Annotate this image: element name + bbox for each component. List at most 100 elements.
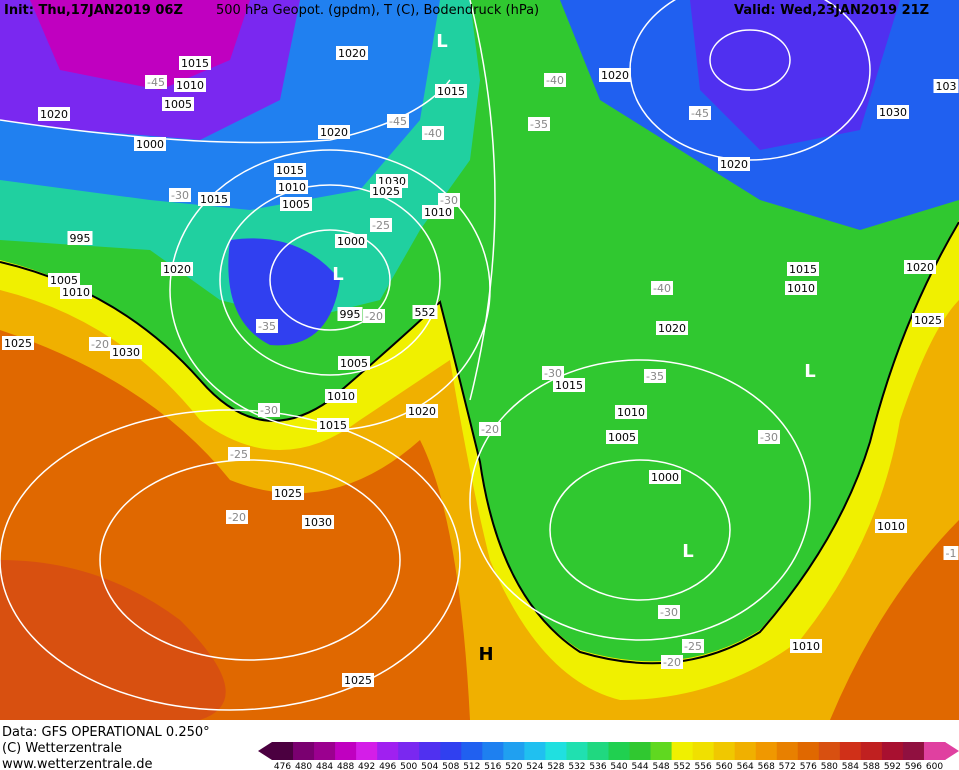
isobar-label-group: 1030 xyxy=(877,105,909,119)
isobar-label-box xyxy=(904,260,936,274)
temperature-label-group: -45 xyxy=(387,114,409,128)
temperature-label-group: -40 xyxy=(651,281,673,295)
temperature-label: -40 xyxy=(424,127,442,140)
isobar-label: 1015 xyxy=(181,57,209,70)
colorbar-swatch xyxy=(503,742,525,760)
isobar-label-group: 1000 xyxy=(335,234,367,248)
isobar-label-box xyxy=(422,205,454,219)
isobar-label-box xyxy=(60,285,92,299)
colorbar-swatch xyxy=(524,742,546,760)
isobar-label: 1025 xyxy=(372,185,400,198)
temperature-label-box xyxy=(528,117,550,131)
temperature-label-group: -40 xyxy=(544,73,566,87)
isobar-label-group: 1030 xyxy=(110,345,142,359)
isobar-label-box xyxy=(877,105,909,119)
isobar-label-group: 1025 xyxy=(370,184,402,198)
temperature-label-group: -20 xyxy=(479,422,501,436)
isobar-label-group: 1010 xyxy=(325,389,357,403)
isobar-label-box xyxy=(110,345,142,359)
temperature-label: -30 xyxy=(260,404,278,417)
temperature-label: -20 xyxy=(365,310,383,323)
colorbar-label: 476 xyxy=(274,762,291,770)
isobar-label: 1030 xyxy=(112,346,140,359)
temperature-label-box xyxy=(363,309,385,323)
isobar-label: 1030 xyxy=(879,106,907,119)
isobar-label: 1010 xyxy=(877,520,905,533)
colorbar-label: 492 xyxy=(358,762,375,770)
data-source: Data: GFS OPERATIONAL 0.250° xyxy=(2,725,210,740)
isobar-label: 1020 xyxy=(408,405,436,418)
temperature-label: -45 xyxy=(691,107,709,120)
isobar-label-group: 1000 xyxy=(134,137,166,151)
temperature-label-group: -35 xyxy=(528,117,550,131)
temperature-label-box xyxy=(689,106,711,120)
isobar-label-group: 1020 xyxy=(38,107,70,121)
contour-label-box xyxy=(412,305,438,319)
pressure-center: L xyxy=(332,264,343,285)
temperature-label-group: -30 xyxy=(438,193,460,207)
isobar-label: 1020 xyxy=(40,108,68,121)
temperature-label-group: -35 xyxy=(256,319,278,333)
colorbar-label: 504 xyxy=(421,762,438,770)
colorbar-swatch xyxy=(440,742,462,760)
isobar-label-group: 1010 xyxy=(615,405,647,419)
colorbar-label: 564 xyxy=(737,762,754,770)
isobar-label-box xyxy=(336,46,368,60)
isobar-label-box xyxy=(599,68,631,82)
colorbar-label: 512 xyxy=(463,762,480,770)
pressure-center: H xyxy=(478,644,493,665)
colorbar-swatch xyxy=(650,742,673,760)
isobar-label-group: 1030 xyxy=(302,515,334,529)
isobar-label-box xyxy=(718,157,750,171)
temperature-label: -20 xyxy=(228,511,246,524)
temperature-label-group: -45 xyxy=(689,106,711,120)
isobar-label: 1020 xyxy=(338,47,366,60)
colorbar-swatch xyxy=(377,742,399,760)
isobar-label-box xyxy=(276,180,308,194)
isobar-label-box xyxy=(912,313,944,327)
isobar-label-group: 1015 xyxy=(198,192,230,206)
isobar-label-box xyxy=(337,307,363,321)
isobar-label-box xyxy=(370,184,402,198)
temperature-label-box xyxy=(228,447,250,461)
isobar-label-box xyxy=(174,78,206,92)
colorbar-label: 508 xyxy=(442,762,459,770)
isobar-label: 1000 xyxy=(136,138,164,151)
isobar-label-box xyxy=(933,79,959,93)
colorbar-label: 528 xyxy=(547,762,564,770)
isobar-label-group: 1025 xyxy=(272,486,304,500)
colorbar-swatch xyxy=(902,742,925,760)
isobar-label: 1005 xyxy=(164,98,192,111)
isobar-label: 1025 xyxy=(274,487,302,500)
temperature-label-box xyxy=(370,218,392,232)
colorbar-label: 544 xyxy=(631,762,648,770)
isobar-label-group: 1020 xyxy=(904,260,936,274)
pressure-center: L xyxy=(436,31,447,52)
isobar-label-box xyxy=(274,163,306,177)
temperature-label-box xyxy=(226,510,248,524)
colorbar-label: 516 xyxy=(484,762,501,770)
isobar-label-box xyxy=(342,673,374,687)
isobar-label-box xyxy=(606,430,638,444)
colorbar-label: 596 xyxy=(905,762,922,770)
copyright: (C) Wetterzentrale xyxy=(2,741,122,756)
isobar-label-group: 103 xyxy=(933,79,959,93)
isobar-label: 103 xyxy=(936,80,957,93)
isobar-label-box xyxy=(317,418,349,432)
temperature-label-box xyxy=(169,188,191,202)
contour-552 xyxy=(0,221,959,665)
isobar-label: 1015 xyxy=(276,164,304,177)
isobar-label-group: 1020 xyxy=(161,262,193,276)
isobar-label: 1010 xyxy=(792,640,820,653)
temperature-label-group: -30 xyxy=(542,366,564,380)
isobar-label: 1025 xyxy=(914,314,942,327)
temperature-label-box xyxy=(651,281,673,295)
colorbar-swatch xyxy=(629,742,652,760)
isobar-label: 1025 xyxy=(344,674,372,687)
isobar-label-group: 1025 xyxy=(342,673,374,687)
isobar-label-box xyxy=(875,519,907,533)
colorbar-swatch xyxy=(797,742,820,760)
temperature-label-box xyxy=(479,422,501,436)
field-violet-ne xyxy=(690,0,900,150)
